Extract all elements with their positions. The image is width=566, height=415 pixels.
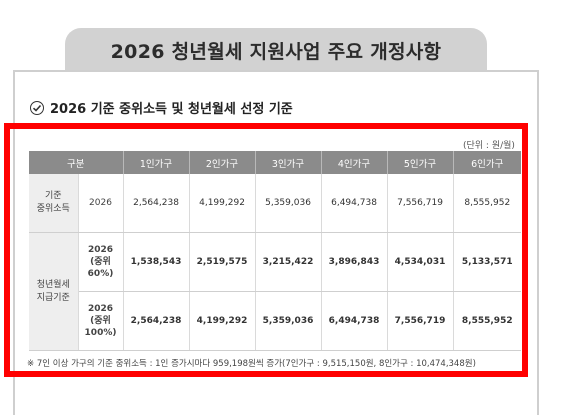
- table-row-60: 청년월세 지급기준 2026 (중위 60%) 1,538,543 2,519,…: [29, 232, 522, 351]
- table-cell: 6,494,738: [321, 174, 388, 233]
- header-category: 구분: [29, 151, 124, 174]
- header-1p: 1인가구: [123, 151, 190, 174]
- table-cell: 5,359,036: [255, 291, 322, 351]
- section-heading: 2026 기준 중위소득 및 청년월세 선정 기준: [30, 98, 293, 117]
- table-cell: 2,564,238: [123, 291, 190, 351]
- unit-label: (단위 : 원/월): [463, 141, 515, 151]
- table-cell: 7,556,719: [387, 174, 454, 233]
- table-cell: 5,359,036: [255, 174, 322, 233]
- header-3p: 3인가구: [255, 151, 322, 174]
- table-cell: 6,494,738: [321, 291, 388, 351]
- table-cell: 2,519,575: [189, 232, 256, 292]
- header-4p: 4인가구: [321, 151, 388, 174]
- table-cell: 2,564,238: [123, 174, 190, 233]
- header-2p: 2인가구: [189, 151, 256, 174]
- row-label-median: 기준 중위소득: [29, 174, 79, 233]
- table-cell: 4,534,031: [387, 232, 454, 292]
- criteria-table: 구분 1인가구 2인가구 3인가구 4인가구 5인가구 6인가구 기준 중위소득…: [29, 151, 522, 351]
- header-5p: 5인가구: [387, 151, 454, 174]
- table-cell: 4,199,292: [189, 174, 256, 233]
- table-row-median: 기준 중위소득 2026 2,564,238 4,199,292 5,359,0…: [29, 174, 522, 233]
- row-year: 2026: [78, 174, 124, 233]
- row-year: 2026 (중위 60%): [78, 232, 124, 292]
- footnote: ※ 7인 이상 가구의 기준 중위소득 : 1인 증가시마다 959,198원씩…: [27, 359, 476, 369]
- row-label-rent: 청년월세 지급기준: [29, 232, 79, 351]
- table-cell: 3,896,843: [321, 232, 388, 292]
- table-cell: 7,556,719: [387, 291, 454, 351]
- table-cell: 8,555,952: [453, 174, 522, 233]
- row-year: 2026 (중위 100%): [78, 291, 124, 351]
- page-title: 2026 청년월세 지원사업 주요 개정사항: [65, 28, 487, 72]
- header-6p: 6인가구: [453, 151, 522, 174]
- table-cell: 8,555,952: [453, 291, 522, 351]
- header-row: 구분 1인가구 2인가구 3인가구 4인가구 5인가구 6인가구: [29, 151, 522, 174]
- table-cell: 4,199,292: [189, 291, 256, 351]
- table-row-100: 2026 (중위 100%) 2,564,238 4,199,292 5,359…: [29, 291, 522, 351]
- section-title: 2026 기준 중위소득 및 청년월세 선정 기준: [50, 102, 293, 117]
- table-cell: 5,133,571: [453, 232, 522, 292]
- check-circle-icon: [30, 100, 44, 115]
- table-cell: 3,215,422: [255, 232, 322, 292]
- table-cell: 1,538,543: [123, 232, 190, 292]
